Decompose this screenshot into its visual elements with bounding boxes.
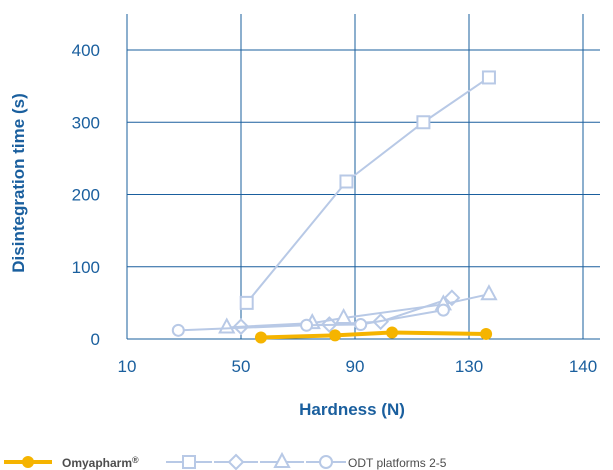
y-tick-label: 400 — [72, 41, 100, 60]
data-point — [300, 318, 314, 332]
x-tick-label: 50 — [232, 357, 251, 376]
x-tick-label: 140 — [569, 357, 597, 376]
series-square — [239, 70, 496, 310]
data-point — [481, 70, 496, 85]
x-tick-label: 90 — [346, 357, 365, 376]
legend-key-triangle — [260, 451, 304, 468]
data-point — [254, 331, 267, 344]
data-point — [480, 284, 498, 301]
data-point — [218, 317, 236, 334]
series-circle-filled — [254, 326, 493, 344]
series-circle — [171, 303, 450, 337]
data-point — [171, 323, 185, 337]
y-axis-title: Disintegration time (s) — [9, 93, 28, 272]
y-tick-label: 100 — [72, 258, 100, 277]
legend-key-omyapharm — [4, 456, 52, 468]
data-point — [480, 327, 493, 340]
series-layer — [171, 70, 498, 344]
data-point — [436, 303, 450, 317]
data-point — [354, 318, 368, 332]
y-tick-label: 300 — [72, 113, 100, 132]
data-point — [386, 326, 399, 339]
x-tick-label: 10 — [118, 357, 137, 376]
series-line — [245, 76, 490, 304]
registered-mark: ® — [132, 455, 139, 465]
data-point — [339, 174, 354, 189]
legend-key-circle — [306, 455, 346, 469]
grid — [126, 14, 600, 340]
legend-label-omyapharm: Omyapharm® — [62, 455, 139, 470]
data-point — [416, 115, 431, 130]
legend-key-square — [166, 455, 212, 469]
tick-labels: 0 100 200 300 400 10 50 90 130 140 — [72, 41, 598, 376]
series-line — [260, 330, 487, 340]
legend-key-diamond — [214, 453, 258, 470]
y-tick-label: 200 — [72, 186, 100, 205]
series-line — [178, 309, 444, 332]
legend-label-odt-platforms: ODT platforms 2-5 — [348, 456, 447, 470]
y-tick-label: 0 — [91, 330, 100, 349]
data-point — [334, 307, 353, 325]
data-point — [239, 295, 254, 310]
x-tick-label: 130 — [455, 357, 483, 376]
data-point — [329, 329, 342, 342]
x-axis-title: Hardness (N) — [299, 400, 405, 419]
legend: Omyapharm® ODT platforms 2-5 — [4, 451, 447, 470]
